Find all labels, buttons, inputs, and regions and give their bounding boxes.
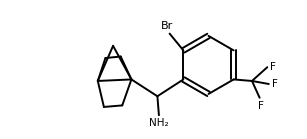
Text: Br: Br	[161, 21, 173, 31]
Text: F: F	[270, 62, 276, 72]
Text: F: F	[258, 101, 264, 111]
Text: F: F	[272, 79, 278, 89]
Text: NH₂: NH₂	[149, 118, 169, 128]
